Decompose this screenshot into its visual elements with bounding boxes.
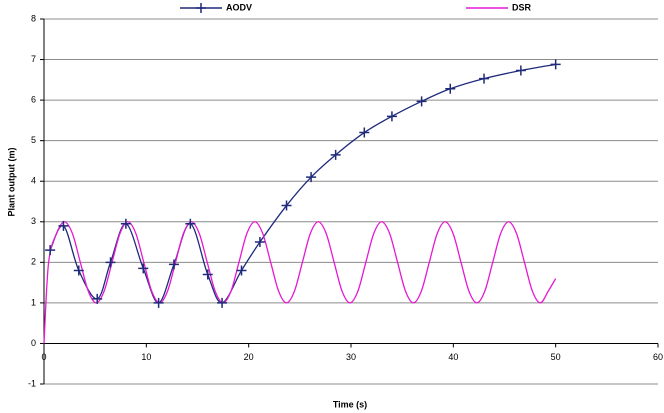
- marker: [550, 59, 561, 70]
- y-tick-label: 2: [31, 257, 36, 267]
- marker: [168, 259, 179, 270]
- x-tick-label: 40: [448, 352, 458, 362]
- y-tick-label: -1: [28, 378, 36, 388]
- x-tick-label: 0: [41, 352, 46, 362]
- series-line: [43, 221, 557, 344]
- marker: [105, 257, 116, 268]
- marker: [416, 96, 427, 107]
- marker: [445, 83, 456, 94]
- marker: [236, 265, 247, 276]
- x-axis-title: Time (s): [333, 399, 367, 409]
- x-tick-label: 10: [141, 352, 151, 362]
- y-tick-label: 7: [31, 54, 36, 64]
- legend-label: AODV: [226, 2, 252, 12]
- marker: [515, 65, 526, 76]
- marker: [120, 218, 131, 229]
- y-tick-label: 3: [31, 216, 36, 226]
- y-tick-label: 1: [31, 297, 36, 307]
- y-tick-label: 5: [31, 135, 36, 145]
- marker: [386, 111, 397, 122]
- marker: [254, 237, 265, 248]
- y-tick-label: 6: [31, 94, 36, 104]
- marker: [58, 220, 69, 231]
- marker: [185, 218, 196, 229]
- y-tick-label: 0: [31, 338, 36, 348]
- legend-label: DSR: [512, 2, 532, 12]
- x-tick-label: 50: [551, 352, 561, 362]
- y-tick-label: 4: [31, 176, 36, 186]
- x-tick-label: 60: [653, 352, 663, 362]
- marker: [281, 200, 292, 211]
- legend-marker: [196, 3, 206, 13]
- marker: [138, 263, 149, 274]
- marker: [202, 269, 213, 280]
- marker: [359, 127, 370, 138]
- x-tick-label: 30: [346, 352, 356, 362]
- x-tick-label: 20: [244, 352, 254, 362]
- marker: [306, 172, 317, 183]
- marker: [92, 293, 103, 304]
- marker: [330, 149, 341, 160]
- marker: [217, 297, 228, 308]
- marker: [479, 73, 490, 84]
- marker: [45, 245, 56, 256]
- marker: [73, 265, 84, 276]
- y-tick-label: 8: [31, 13, 36, 23]
- marker: [153, 297, 164, 308]
- y-axis-title: Plant output (m): [6, 148, 16, 217]
